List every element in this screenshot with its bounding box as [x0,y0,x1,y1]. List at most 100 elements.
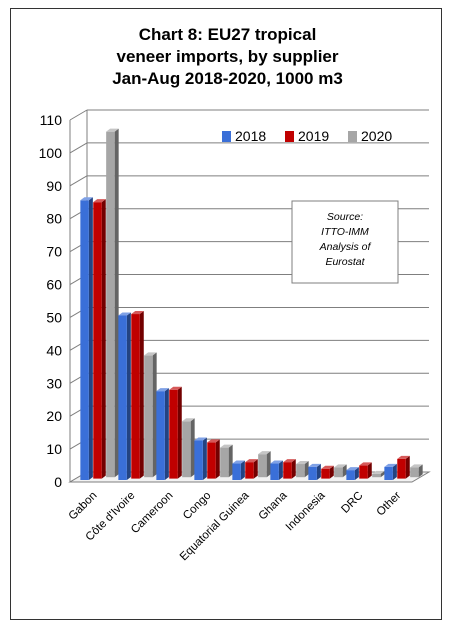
x-tick-label: Congo [181,490,213,522]
bar-top-2020 [296,461,309,465]
y-tick-label: 50 [46,309,62,325]
y-tick-label: 10 [46,441,62,457]
bar-side-2019 [291,459,296,479]
gridline-side [69,142,88,154]
bar-2019 [169,389,178,479]
annotation-text: Source: [327,211,363,223]
bar-side-2019 [329,465,334,479]
bar-2019 [245,462,254,479]
y-tick-label: 110 [40,112,63,128]
bar-2019 [93,202,102,479]
x-tick-label: DRC [339,490,365,516]
bar-top-2019 [169,386,182,390]
bar-2020 [372,473,381,478]
annotation-text: ITTO-IMM [321,226,369,238]
bar-side-2018 [202,437,207,480]
bar-side-2019 [367,462,372,479]
x-tick-label: Gabon [67,490,100,523]
bar-2019 [321,468,330,479]
bar-2018 [308,466,317,480]
bar-2019 [359,465,368,479]
bar-top-2020 [106,128,119,132]
bar-side-2018 [88,197,93,481]
bar-side-2020 [266,451,271,478]
bar-2018 [384,466,393,480]
bar-top-2019 [359,462,372,466]
bar-side-2019 [253,459,258,479]
bar-side-2018 [354,467,359,480]
bar-side-2019 [405,455,410,479]
bar-side-2020 [342,464,347,478]
bar-side-2020 [114,128,119,478]
bar-top-2020 [258,451,271,455]
bar-side-2020 [418,464,423,478]
bar-top-2018 [232,460,245,464]
bar-side-2020 [228,444,233,478]
bar-top-2018 [118,312,131,316]
bar-side-2020 [304,461,309,478]
y-tick-label: 70 [46,244,62,260]
chart-title-line-1: Chart 8: EU27 tropical [138,25,317,44]
bar-top-2020 [334,464,347,468]
legend-label-2019: 2019 [298,128,329,144]
bar-top-2020 [372,470,385,474]
y-tick-label: 20 [46,408,62,424]
bar-side-2020 [152,352,157,478]
bar-top-2018 [156,388,169,392]
bar-top-2020 [410,464,423,468]
bar-top-2018 [308,463,321,467]
bar-side-2020 [190,418,195,478]
chart-title-line-3: Jan-Aug 2018-2020, 1000 m3 [112,69,343,88]
bar-side-2019 [177,386,182,479]
bar-2020 [296,464,305,478]
annotation-text: Eurostat [325,256,365,268]
bar-top-2019 [397,455,410,459]
y-tick-label: 90 [46,178,62,194]
bar-2020 [144,355,153,478]
bar-2018 [346,470,355,480]
bar-2018 [80,200,89,481]
bar-2020 [220,447,229,478]
bar-2020 [182,421,191,478]
bar-top-2018 [270,460,283,464]
x-tick-label: Other [375,490,404,519]
bar-side-2018 [240,460,245,480]
bar-2020 [106,131,115,478]
bar-top-2019 [245,459,258,463]
bar-2018 [270,463,279,480]
bar-2019 [397,458,406,479]
bar-2019 [131,314,140,479]
chart-title: Chart 8: EU27 tropical veneer imports, b… [0,24,455,90]
bar-top-2018 [384,463,397,467]
y-tick-label: 60 [46,277,62,293]
y-tick-label: 0 [54,474,62,490]
legend-swatch-2019 [285,131,294,142]
bar-top-2019 [93,199,106,203]
y-tick-label: 80 [46,211,62,227]
gridline-side [69,175,88,187]
chart-title-line-2: veneer imports, by supplier [116,47,339,66]
bar-2018 [194,440,203,480]
bar-side-2020 [380,470,385,478]
bar-2018 [232,463,241,480]
y-tick-label: 40 [46,342,62,358]
bar-2020 [410,467,419,478]
bar-top-2020 [144,352,157,356]
bar-2018 [156,391,165,480]
bar-top-2020 [182,418,195,422]
bar-side-2019 [215,439,220,479]
bar-2018 [118,315,127,480]
annotation-text: Analysis of [319,241,372,253]
bar-top-2019 [321,465,334,469]
x-tick-label: Cameroon [129,490,175,536]
legend-swatch-2020 [348,131,357,142]
annotation-box [291,200,399,284]
legend-label-2018: 2018 [235,128,266,144]
bar-side-2018 [316,463,321,480]
x-tick-label: Indonesia [284,489,328,533]
legend-label-2020: 2020 [361,128,392,144]
bar-side-2018 [392,463,397,480]
bar-2020 [258,454,267,478]
x-tick-label: Equatorial Guinea [178,489,252,563]
